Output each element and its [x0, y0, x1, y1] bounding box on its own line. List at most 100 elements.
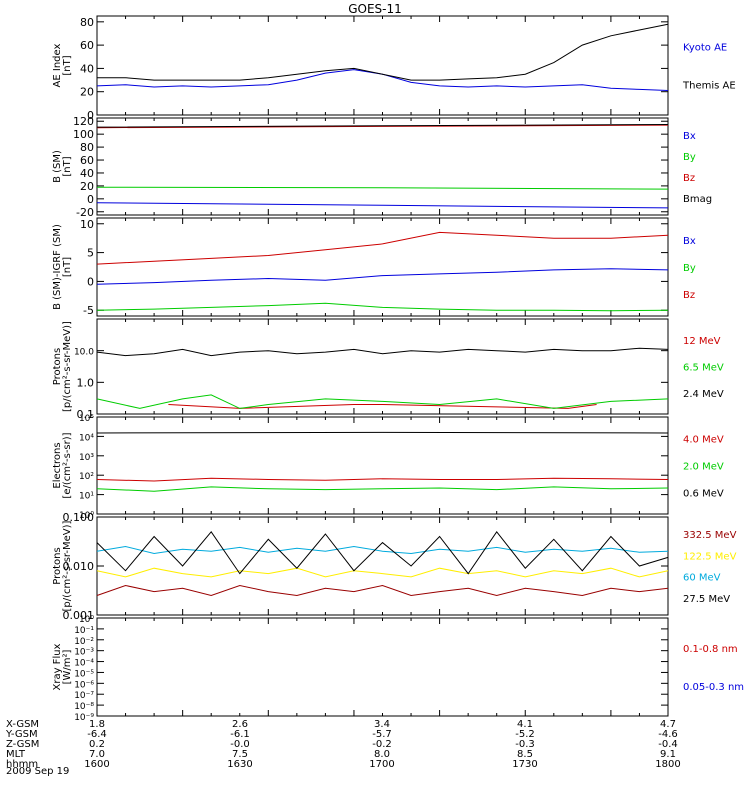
panel-frame [96, 416, 669, 515]
ephemeris-value: 1630 [227, 759, 252, 770]
series-line [96, 202, 669, 209]
ephemeris-value: -0.3 [515, 739, 535, 750]
ephemeris-label: X-GSM [6, 719, 39, 730]
series-line [96, 486, 669, 492]
series-line [96, 431, 669, 434]
y-tick-label: 0.100 [63, 511, 95, 524]
ephemeris-value: 4.1 [517, 719, 533, 730]
ephemeris-value: 1730 [512, 759, 537, 770]
series-line [96, 530, 669, 575]
ephemeris-value: 1600 [84, 759, 109, 770]
y-tick-label: 80 [80, 16, 94, 29]
ephemeris-value: -5.2 [515, 729, 535, 740]
panel-4: 10⁰ 10¹ 10² 10³ 10⁴ 10⁵ Electrons [e/(cm²-s-sr)… [52, 414, 724, 521]
y-axis-label: B (SM)-IGRF (SM) [52, 224, 63, 310]
panel-5: 0.001 0.010 0.100 Protons [p/(cm²-s-sr-MeV)]… [52, 511, 737, 622]
ephemeris-label: MLT [6, 749, 26, 760]
y-tick-label: 10⁻² [74, 637, 94, 647]
series-line [97, 23, 669, 81]
y-axis-label: [nT] [62, 156, 73, 176]
series-line [96, 302, 669, 312]
y-tick-label: 120 [73, 115, 94, 128]
y-tick-label: 0.1 [77, 408, 95, 421]
legend-entry: 27.5 MeV [683, 594, 730, 605]
y-axis-label: Electrons [52, 442, 63, 488]
series-line [96, 394, 669, 409]
legend-entry: Kyoto AE [683, 42, 727, 53]
legend-entry: Bx [683, 236, 696, 247]
y-tick-label: 0 [87, 109, 94, 122]
ephemeris-value: -5.7 [372, 729, 392, 740]
y-axis-label: Xray Flux [52, 643, 63, 690]
y-tick-label: 1.0 [77, 376, 95, 389]
panel-frame [96, 318, 669, 415]
y-axis-label: [p/(cm²-s-sr-MeV)] [62, 321, 73, 412]
legend-entry: Bz [683, 173, 695, 184]
y-tick-label: 10⁴ [79, 433, 94, 443]
figure-title: GOES-11 [348, 2, 402, 16]
ephemeris-value: 0.2 [89, 739, 105, 750]
legend-entry: Bx [683, 131, 696, 142]
ephemeris-value: 7.5 [232, 749, 248, 760]
series-line [96, 124, 669, 129]
ephemeris-value: 8.0 [374, 749, 390, 760]
y-tick-label: 10⁻⁸ [74, 702, 94, 712]
panel-frame [96, 217, 669, 317]
legend-entry: 2.4 MeV [683, 389, 724, 400]
ephemeris-table: X-GSM 1.8 2.6 3.4 4.1 4.7 Y-GSM -6.4 -6.1 -5.7 -5.… [5, 719, 681, 770]
series-line [168, 404, 597, 409]
ephemeris-value: 8.5 [517, 749, 533, 760]
legend-entry: 4.0 MeV [683, 435, 724, 446]
y-tick-label: 10⁻⁵ [74, 669, 94, 679]
ephemeris-value: 4.7 [660, 719, 676, 730]
y-tick-label: 0 [87, 193, 94, 206]
y-tick-label: -5 [83, 304, 94, 317]
series-line [96, 231, 669, 265]
y-tick-label: 10³ [79, 453, 94, 463]
ephemeris-value: 2.6 [232, 719, 248, 730]
y-tick-label: 0.010 [63, 560, 95, 573]
panel-0: 0 20 40 60 80 AE Index [nT] Kyoto AE Themis AE [52, 15, 736, 122]
ephemeris-value: 1.8 [89, 719, 105, 730]
date-label: 2009 Sep 19 [6, 766, 69, 777]
y-tick-label: 10⁻¹ [74, 626, 94, 636]
y-tick-label: 60 [80, 39, 94, 52]
panel-frame [96, 617, 669, 717]
y-tick-label: 40 [80, 62, 94, 75]
y-axis-label: B (SM) [52, 150, 63, 183]
y-axis-label: AE Index [52, 43, 63, 87]
ephemeris-value: -0.4 [658, 739, 678, 750]
series-line [96, 124, 669, 128]
series-line [96, 584, 669, 597]
y-tick-label: 10⁰ [79, 615, 94, 625]
series-line [96, 545, 669, 555]
y-tick-label: 80 [80, 141, 94, 154]
ephemeris-value: -6.4 [87, 729, 107, 740]
legend-entry: Bmag [683, 194, 712, 205]
ephemeris-value: 3.4 [374, 719, 390, 730]
series-line [96, 477, 669, 482]
series-line [96, 186, 669, 190]
panel-frame [96, 15, 669, 116]
y-tick-label: 10⁻⁶ [74, 680, 94, 690]
panel-3: 0.1 1.0 10.0 Protons [p/(cm²-s-sr-MeV)] 12 Me… [52, 318, 724, 421]
y-tick-label: 10⁻⁴ [74, 659, 94, 669]
ephemeris-value: 7.0 [89, 749, 105, 760]
y-tick-label: 10² [79, 472, 94, 482]
ephemeris-label: hhmm [6, 759, 38, 770]
y-tick-label: 20 [80, 86, 94, 99]
series-line [96, 567, 669, 578]
y-axis-label: [nT] [62, 257, 73, 277]
y-axis-label: [p/(cm²-s-sr-MeV)] [62, 520, 73, 611]
y-tick-label: 10⁵ [79, 414, 94, 424]
legend-entry: 0.6 MeV [683, 488, 724, 499]
legend-entry: 6.5 MeV [683, 363, 724, 374]
ephemeris-value: 1800 [655, 759, 680, 770]
ephemeris-label: Z-GSM [6, 739, 39, 750]
y-tick-label: 10⁻⁷ [74, 691, 94, 701]
legend-entry: By [683, 152, 696, 163]
y-axis-label: [e/(cm²-s-sr)] [62, 432, 73, 498]
